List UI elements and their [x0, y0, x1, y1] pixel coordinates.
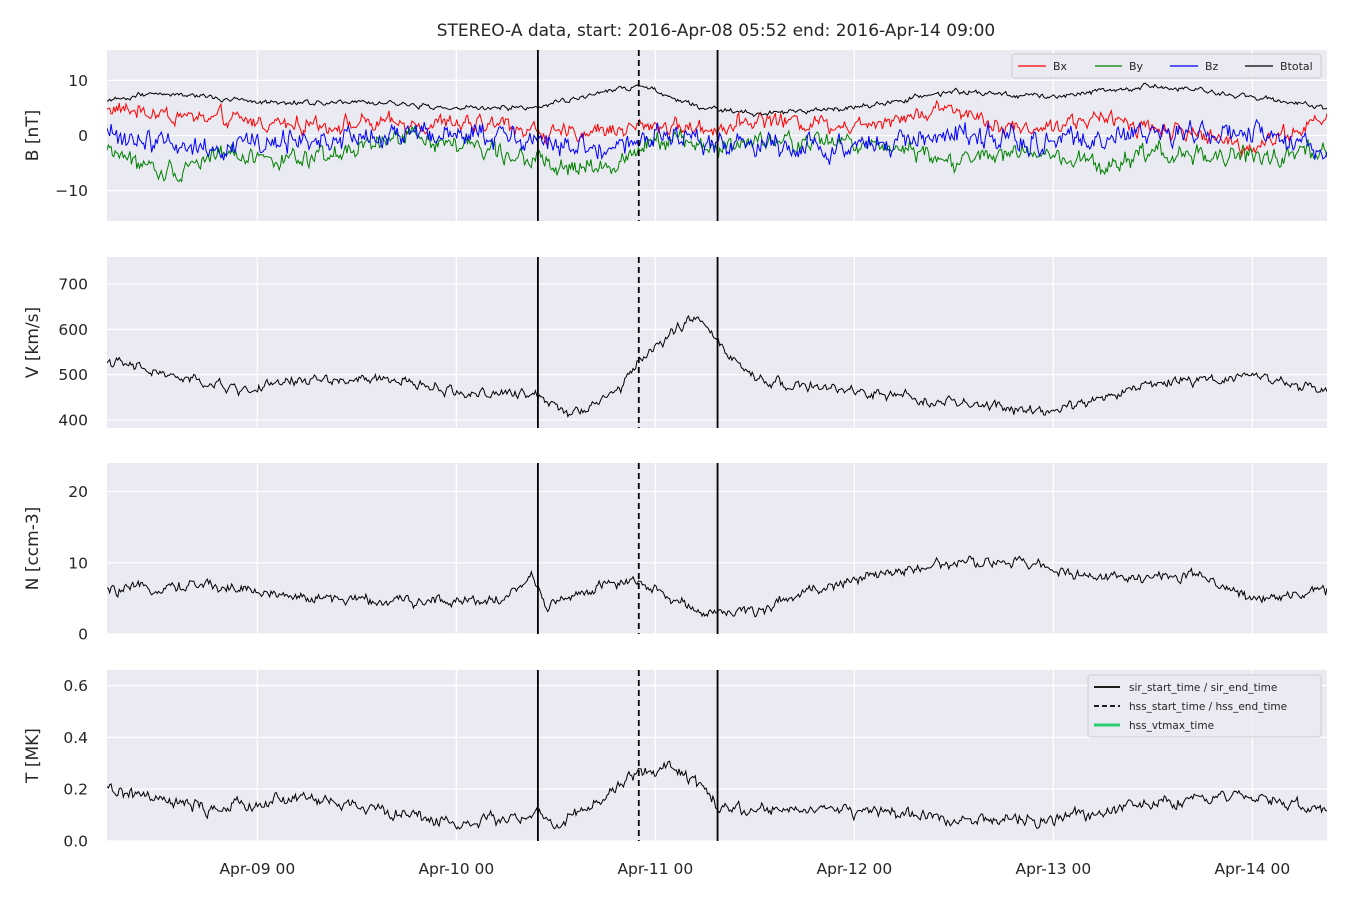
events-legend-frame: [1087, 674, 1322, 738]
x-axis: Apr-09 00 Apr-10 00 Apr-11 00 Apr-12 00 Apr-…: [219, 860, 1290, 878]
n-panel: 0 10 20 N [ccm-3]: [23, 463, 1327, 644]
xtick-label: Apr-12 00: [816, 860, 892, 878]
btotal-legend-label: Btotal: [1280, 60, 1313, 73]
chart-title: STEREO-A data, start: 2016-Apr-08 05:52 …: [437, 21, 996, 41]
v-ylabel: V [km/s]: [23, 307, 43, 378]
b-ytick-label: 10: [68, 72, 88, 90]
v-ytick-label: 400: [58, 411, 88, 429]
by-legend-label: By: [1129, 60, 1144, 73]
bx-legend-label: Bx: [1053, 60, 1068, 73]
t-ytick-label: 0.2: [63, 781, 88, 799]
n-ytick-label: 0: [78, 626, 88, 644]
n-ytick-label: 10: [68, 554, 88, 572]
v-ytick-label: 600: [58, 321, 88, 339]
n-ylabel: N [ccm-3]: [23, 507, 43, 591]
v-ytick-label: 700: [58, 276, 88, 294]
t-ytick-label: 0.4: [63, 729, 88, 747]
bz-legend-label: Bz: [1205, 60, 1219, 73]
xtick-label: Apr-11 00: [617, 860, 693, 878]
xtick-label: Apr-10 00: [418, 860, 494, 878]
events-legend: sir_start_time / sir_end_time hss_start_…: [1087, 674, 1322, 738]
t-ylabel: T [MK]: [23, 728, 43, 784]
v-ytick-label: 500: [58, 366, 88, 384]
v-panel: 400 500 600 700 V [km/s]: [23, 257, 1327, 429]
n-ytick-label: 20: [68, 483, 88, 501]
b-legend-frame: [1011, 53, 1322, 79]
b-ylabel: B [nT]: [23, 110, 43, 162]
hss-legend-label: hss_start_time / hss_end_time: [1129, 701, 1287, 713]
t-ytick-label: 0.0: [63, 833, 88, 851]
b-ytick-label: −10: [55, 182, 88, 200]
xtick-label: Apr-14 00: [1214, 860, 1290, 878]
vtmax-legend-label: hss_vtmax_time: [1129, 720, 1214, 732]
sir-legend-label: sir_start_time / sir_end_time: [1129, 682, 1277, 694]
b-ytick-label: 0: [78, 127, 88, 145]
t-ytick-label: 0.6: [63, 677, 88, 695]
b-legend: Bx By Bz Btotal: [1011, 53, 1322, 79]
xtick-label: Apr-13 00: [1015, 860, 1091, 878]
xtick-label: Apr-09 00: [219, 860, 295, 878]
